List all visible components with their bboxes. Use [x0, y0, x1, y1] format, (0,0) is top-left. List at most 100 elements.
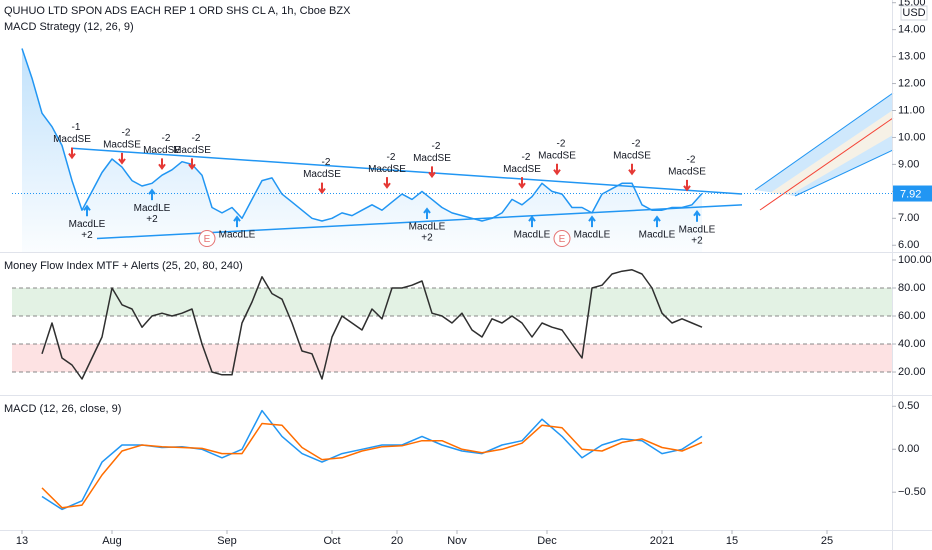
y-tick-label: 6.00	[898, 239, 919, 251]
signal-label: MacdLE	[69, 219, 106, 230]
mfi-title: Money Flow Index MTF + Alerts (25, 20, 8…	[4, 260, 243, 272]
x-tick-label: Sep	[217, 535, 237, 547]
signal-qty: +2	[81, 230, 93, 241]
signal-label: MacdLE	[514, 230, 551, 241]
signal-label: MacdSE	[53, 134, 91, 145]
x-tick-label: 25	[821, 535, 833, 547]
y-tick-label: 40.00	[898, 338, 926, 350]
currency: USD	[902, 7, 925, 19]
event-label: E	[559, 234, 566, 245]
y-tick-label: 13.00	[898, 51, 926, 63]
projection-cone	[754, 92, 894, 211]
y-tick-label: 0.00	[898, 443, 919, 455]
signal-qty: -1	[72, 122, 81, 133]
signal-qty: +2	[691, 235, 703, 246]
x-tick-label: Oct	[323, 535, 340, 547]
x-tick-label: Aug	[102, 535, 122, 547]
signal-label: MacdSE	[303, 169, 341, 180]
signal-label: MacdSE	[538, 150, 576, 161]
signal-label: MacdLE	[219, 230, 256, 241]
y-tick-label: −0.50	[898, 486, 926, 498]
signal-qty: -2	[122, 128, 131, 139]
macd-title: MACD (12, 26, close, 9)	[4, 403, 121, 415]
short-arrow	[428, 166, 436, 179]
event-marker	[198, 230, 216, 248]
x-tick-label: 20	[391, 535, 403, 547]
signal-label: MacdSE	[413, 153, 451, 164]
y-tick-label: 20.00	[898, 366, 926, 378]
y-tick-label: 12.00	[898, 77, 926, 89]
signal-label: MacdSE	[103, 140, 141, 151]
event-label: E	[204, 234, 211, 245]
level-band	[12, 288, 892, 317]
x-tick-label: Dec	[537, 535, 557, 547]
signal-qty: -2	[687, 155, 696, 166]
long-arrow	[588, 215, 596, 228]
signal-label: MacdSE	[173, 145, 211, 156]
signal-label: MacdSE	[368, 164, 406, 175]
signal-label: MacdLE	[134, 203, 171, 214]
event-marker	[553, 230, 571, 248]
short-arrow	[683, 179, 691, 192]
signal-qty: +2	[421, 233, 433, 244]
signal-label: MacdSE	[613, 150, 651, 161]
short-arrow	[318, 182, 326, 195]
signal-label: MacdSE	[143, 145, 181, 156]
symbol-title: QUHUO LTD SPON ADS EACH REP 1 ORD SHS CL…	[4, 5, 351, 17]
signal-qty: -2	[632, 138, 641, 149]
long-arrow	[653, 215, 661, 228]
long-arrow	[528, 215, 536, 228]
signal-qty: -2	[387, 152, 396, 163]
signal-label: MacdSE	[668, 167, 706, 178]
last-price-label: 7.92	[900, 188, 921, 200]
signal-label: MacdLE	[409, 222, 446, 233]
series-line	[41, 422, 703, 509]
x-tick-label: 13	[16, 535, 28, 547]
x-tick-label: 2021	[650, 535, 674, 547]
y-tick-label: 7.00	[898, 212, 919, 224]
series-line	[21, 48, 703, 222]
x-tick-label: 15	[726, 535, 738, 547]
signal-qty: -2	[522, 152, 531, 163]
short-arrow	[383, 177, 391, 189]
signal-qty: -2	[162, 133, 171, 144]
strategy-title: MACD Strategy (12, 26, 9)	[4, 21, 134, 33]
y-tick-label: 9.00	[898, 158, 919, 170]
y-tick-label: 11.00	[898, 104, 925, 116]
long-arrow	[233, 215, 241, 228]
short-arrow	[118, 152, 126, 165]
signal-qty: -2	[322, 157, 331, 168]
long-arrow	[83, 204, 91, 217]
signal-label: MacdLE	[639, 230, 676, 241]
signal-label: MacdLE	[574, 230, 611, 241]
level-band	[12, 344, 892, 373]
signal-qty: -2	[432, 141, 441, 152]
signal-qty: -2	[192, 133, 201, 144]
short-arrow	[518, 177, 526, 189]
short-arrow	[68, 147, 76, 160]
series-line	[41, 269, 703, 380]
signal-label: MacdSE	[503, 164, 541, 175]
long-arrow	[693, 210, 701, 222]
long-arrow	[423, 207, 431, 220]
short-arrow	[158, 158, 166, 170]
x-tick-label: Nov	[447, 535, 467, 547]
y-tick-label: 15.00	[898, 0, 926, 9]
last-price-box	[893, 185, 932, 202]
y-tick-label: 80.00	[898, 282, 926, 294]
y-tick-label: 100.00	[898, 254, 932, 266]
price-area	[22, 48, 702, 252]
short-arrow	[628, 163, 636, 176]
signal-qty: -2	[557, 138, 566, 149]
y-tick-label: 14.00	[898, 24, 926, 36]
signal-label: MacdLE	[679, 224, 716, 235]
short-arrow	[553, 163, 561, 176]
y-tick-label: 60.00	[898, 310, 926, 322]
y-tick-label: 10.00	[898, 131, 926, 143]
y-tick-label: 0.50	[898, 400, 919, 412]
short-arrow	[188, 158, 196, 170]
currency-box	[900, 5, 928, 21]
long-arrow	[148, 188, 156, 201]
